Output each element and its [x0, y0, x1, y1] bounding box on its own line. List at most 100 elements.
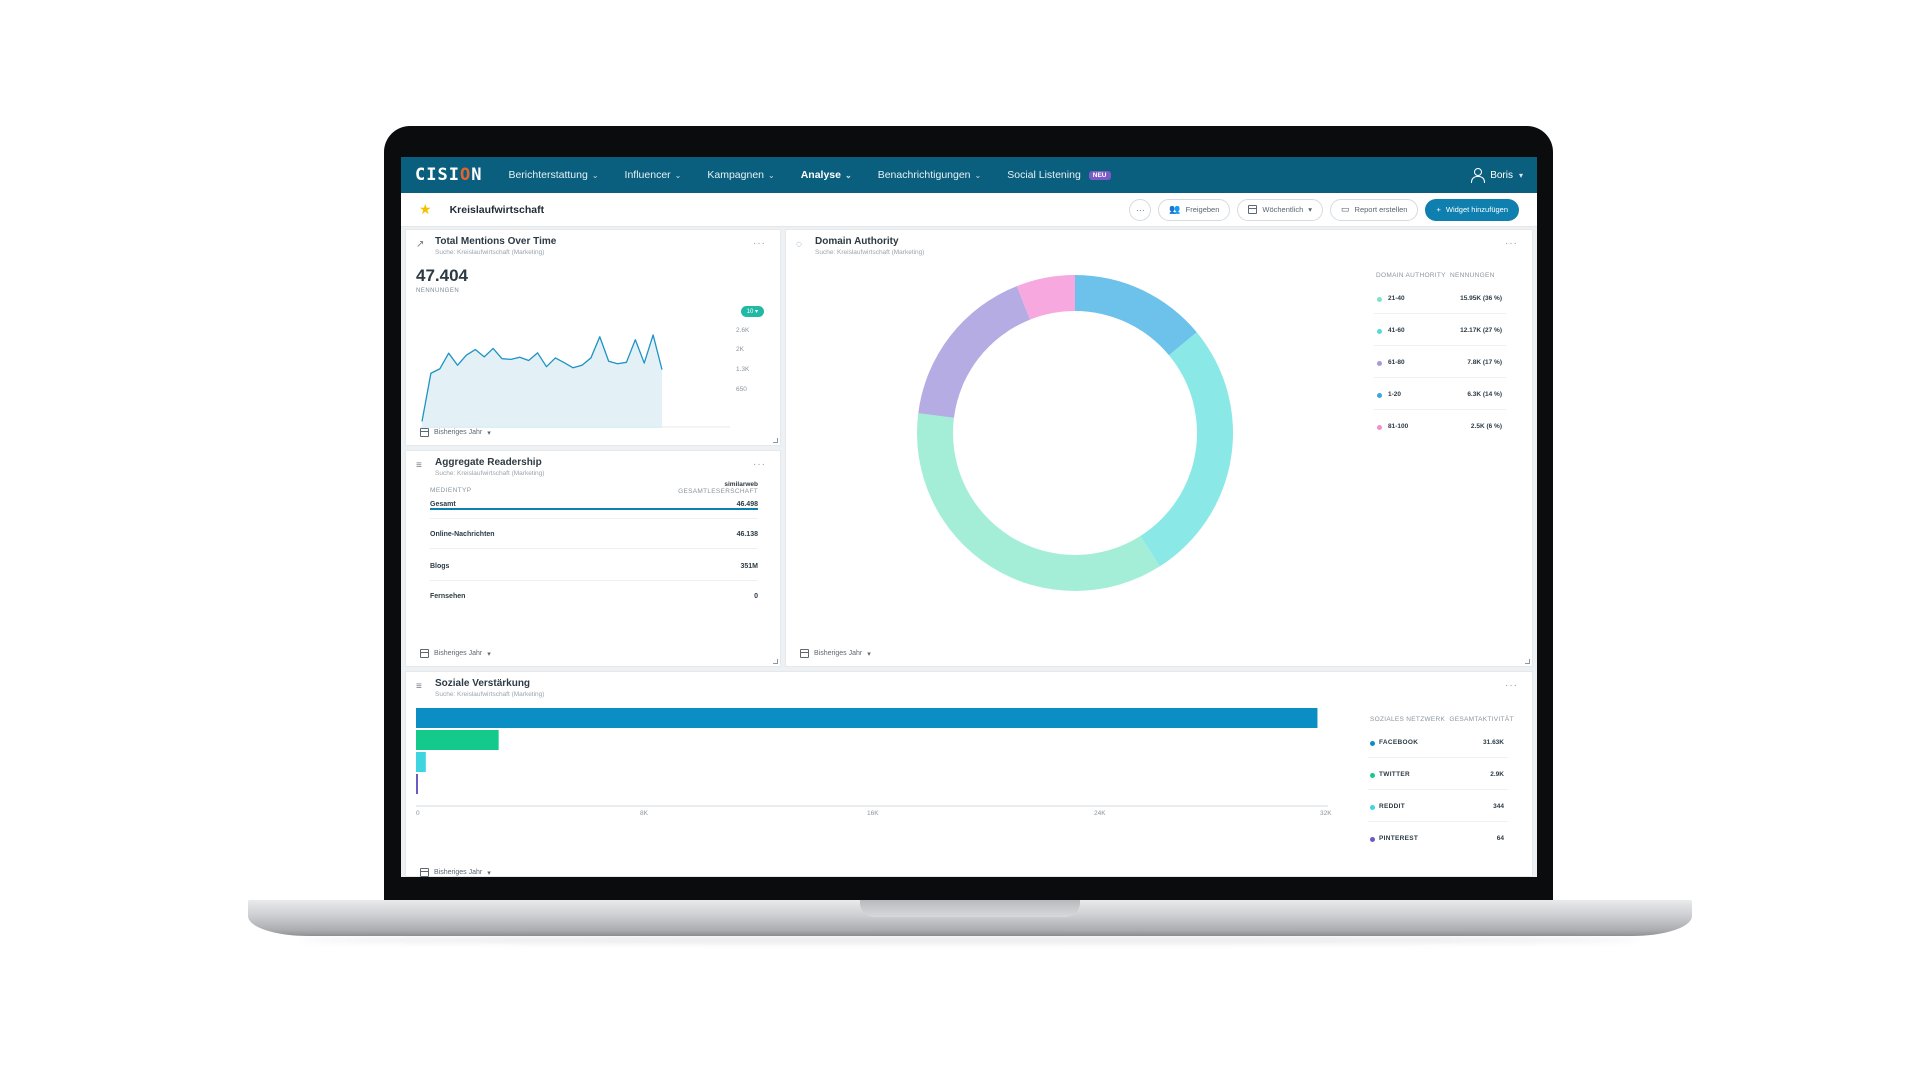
similarweb-logo: similarweb — [724, 481, 758, 488]
laptop-notch — [860, 900, 1080, 917]
create-report-button[interactable]: ▭ Report erstellen — [1330, 198, 1419, 221]
table-row[interactable]: Gesamt 46.498 — [430, 495, 758, 519]
widget-title: Soziale Verstärkung — [435, 678, 531, 689]
widget-social-amplification: ≡ Soziale Verstärkung Suche: Kreislaufwi… — [405, 671, 1533, 877]
monitor-icon: ▭ — [1341, 204, 1350, 214]
legend-item[interactable]: 21-40 15.95K (36 %) — [1374, 288, 1506, 314]
nav-social-listening[interactable]: Social Listening NEU — [1007, 169, 1111, 181]
dashboard-header: ★ Kreislaufwirtschaft ··· 👥 Freigeben Wöc… — [401, 193, 1537, 227]
nav-analyse[interactable]: Analyse ⌄ — [800, 169, 852, 181]
trend-line-icon: ↗ — [416, 239, 425, 250]
x-tick-label: 0 — [416, 810, 420, 817]
chevron-down-icon: ⌄ — [591, 170, 599, 180]
widget-aggregate-readership: ≡ Aggregate Readership Suche: Kreislaufw… — [405, 450, 781, 667]
mentions-line — [421, 334, 663, 422]
y-tick-label: 1.3K — [736, 366, 750, 373]
add-widget-button[interactable]: + Widget hinzufügen — [1425, 198, 1519, 221]
calendar-icon — [420, 649, 429, 658]
cision-logo[interactable]: CISION — [415, 165, 483, 185]
plus-icon: + — [1436, 205, 1441, 214]
chevron-down-icon: ⌄ — [845, 170, 852, 180]
y-tick-label: 2.6K — [736, 327, 750, 334]
caret-down-icon: ▾ — [487, 650, 491, 658]
widget-title: Aggregate Readership — [435, 457, 542, 468]
legend-dot — [1370, 805, 1375, 810]
column-header: MEDIENTYP — [430, 487, 472, 494]
mentions-area — [422, 334, 662, 428]
legend-item[interactable]: FACEBOOK 31.63K — [1368, 732, 1508, 758]
date-range-selector[interactable]: Bisheriges Jahr ▾ — [420, 428, 491, 437]
total-mentions-value: 47.404 — [416, 266, 468, 285]
legend-header: DOMAIN AUTHORITY NENNUNGEN — [1376, 272, 1495, 279]
total-mentions-label: NENNUNGEN — [416, 288, 460, 294]
widget-subtitle: Suche: Kreislaufwirtschaft (Marketing) — [435, 691, 545, 698]
table-row[interactable]: Fernsehen 0 — [430, 593, 758, 600]
social-bar-chart — [416, 708, 1328, 807]
widget-domain-authority: ◌ Domain Authority Suche: Kreislaufwirts… — [785, 229, 1533, 667]
legend-item[interactable]: PINTEREST 64 — [1368, 828, 1508, 854]
table-row[interactable]: Online-Nachrichten 46.138 — [430, 525, 758, 549]
legend-item[interactable]: TWITTER 2.9K — [1368, 764, 1508, 790]
bar-facebook[interactable] — [416, 708, 1318, 728]
legend-item[interactable]: 61-80 7.8K (17 %) — [1374, 352, 1506, 378]
legend-header: SOZIALES NETZWERK GESAMTAKTIVITÄT — [1370, 716, 1514, 723]
share-button[interactable]: 👥 Freigeben — [1158, 198, 1231, 221]
date-range-selector[interactable]: Bisheriges Jahr ▾ — [420, 868, 491, 877]
widget-total-mentions: ↗ Total Mentions Over Time Suche: Kreisl… — [405, 229, 781, 446]
caret-down-icon: ▾ — [867, 650, 871, 658]
period-dropdown[interactable]: Wöchentlich ▾ — [1237, 198, 1324, 221]
resize-handle[interactable] — [1525, 659, 1530, 664]
header-actions: ··· 👥 Freigeben Wöchentlich ▾ ▭ Report erst… — [1129, 198, 1519, 221]
x-tick-label: 32K — [1320, 810, 1332, 817]
chevron-down-icon: ⌄ — [974, 170, 982, 180]
legend-dot — [1377, 393, 1382, 398]
donut-slice-41-60[interactable] — [1140, 332, 1233, 567]
donut-slice-81-100[interactable] — [1016, 275, 1075, 320]
widget-subtitle: Suche: Kreislaufwirtschaft (Marketing) — [815, 249, 925, 256]
donut-slice-1-20[interactable] — [1075, 275, 1197, 356]
legend-item[interactable]: REDDIT 344 — [1368, 796, 1508, 822]
favorite-star-icon[interactable]: ★ — [419, 201, 432, 217]
legend-item[interactable]: 81-100 2.5K (6 %) — [1374, 416, 1506, 442]
widget-title: Domain Authority — [815, 236, 899, 247]
widget-menu-icon[interactable]: ··· — [753, 459, 766, 470]
widget-menu-icon[interactable]: ··· — [1505, 680, 1518, 691]
caret-down-icon: ▾ — [1308, 205, 1313, 214]
nav-berichterstattung[interactable]: Berichterstattung ⌄ — [508, 169, 599, 181]
bar-list-icon: ≡ — [416, 460, 422, 471]
legend-dot — [1370, 837, 1375, 842]
caret-down-icon: ▾ — [1518, 170, 1523, 180]
calendar-icon — [1248, 205, 1258, 214]
resize-handle[interactable] — [773, 659, 778, 664]
nav-influencer[interactable]: Influencer ⌄ — [624, 169, 682, 181]
y-tick-label: 650 — [736, 386, 747, 393]
widget-title: Total Mentions Over Time — [435, 236, 557, 247]
nav-kampagnen[interactable]: Kampagnen ⌄ — [707, 169, 775, 181]
mentions-line-chart — [420, 334, 730, 428]
widget-menu-icon[interactable]: ··· — [753, 238, 766, 249]
bar-twitter[interactable] — [416, 730, 499, 750]
x-tick-label: 24K — [1094, 810, 1106, 817]
bar-reddit[interactable] — [416, 752, 426, 772]
calendar-icon — [420, 428, 429, 437]
table-row[interactable]: Blogs 351M — [430, 557, 758, 581]
legend-item[interactable]: 41-60 12.17K (27 %) — [1374, 320, 1506, 346]
donut-slice-21-40[interactable] — [917, 413, 1160, 591]
widget-menu-icon[interactable]: ··· — [1505, 238, 1518, 249]
more-options-button[interactable]: ··· — [1129, 198, 1152, 221]
date-range-selector[interactable]: Bisheriges Jahr ▾ — [800, 649, 871, 658]
legend-dot — [1377, 297, 1382, 302]
donut-slice-61-80[interactable] — [918, 286, 1031, 418]
user-menu[interactable]: Boris ▾ — [1470, 168, 1523, 183]
legend-item[interactable]: 1-20 6.3K (14 %) — [1374, 384, 1506, 410]
top-navigation: CISION Berichterstattung ⌄ Influencer ⌄ Ka… — [401, 157, 1537, 193]
date-range-selector[interactable]: Bisheriges Jahr ▾ — [420, 649, 491, 658]
column-header: GESAMTLESERSCHAFT — [678, 488, 758, 495]
widget-subtitle: Suche: Kreislaufwirtschaft (Marketing) — [435, 249, 545, 256]
bar-pinterest[interactable] — [416, 774, 418, 794]
resize-handle[interactable] — [773, 438, 778, 443]
nav-benachrichtigungen[interactable]: Benachrichtigungen ⌄ — [877, 169, 982, 181]
users-icon: 👥 — [1169, 204, 1181, 214]
legend-dot — [1377, 329, 1382, 334]
interval-badge[interactable]: 10 ▾ — [740, 306, 764, 317]
